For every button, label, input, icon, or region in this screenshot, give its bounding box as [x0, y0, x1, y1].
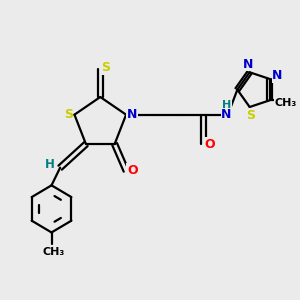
Text: O: O	[127, 164, 138, 177]
Text: N: N	[221, 108, 232, 121]
Text: S: S	[64, 108, 73, 121]
Text: S: S	[101, 61, 110, 74]
Text: N: N	[272, 70, 283, 83]
Text: N: N	[127, 108, 137, 121]
Text: N: N	[243, 58, 254, 70]
Text: CH₃: CH₃	[43, 247, 65, 256]
Text: O: O	[205, 138, 215, 151]
Text: S: S	[247, 109, 256, 122]
Text: CH₃: CH₃	[274, 98, 296, 108]
Text: H: H	[222, 100, 231, 110]
Text: H: H	[45, 158, 55, 171]
